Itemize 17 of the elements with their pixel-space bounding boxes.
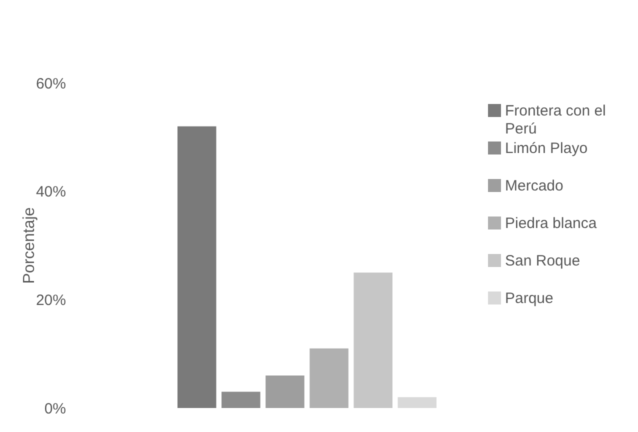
bar xyxy=(177,126,216,408)
bar xyxy=(398,397,437,408)
y-tick-label: 20% xyxy=(36,292,66,309)
bar xyxy=(354,272,392,408)
legend-label: Mercado xyxy=(505,177,564,194)
y-tick-label: 0% xyxy=(44,400,66,418)
bar xyxy=(266,376,304,408)
y-axis-title: Porcentaje xyxy=(21,207,38,284)
bar xyxy=(310,348,348,408)
legend-label: Frontera con el Perú xyxy=(505,102,606,138)
bar xyxy=(222,392,260,408)
y-tick-label: 60% xyxy=(36,75,66,92)
legend-label: San Roque xyxy=(505,252,580,270)
legend-label: Limón Playo xyxy=(505,140,588,157)
y-tick-label: 40% xyxy=(36,184,66,201)
legend-label: Piedra blanca xyxy=(505,214,598,232)
legend-label: Parque xyxy=(505,290,554,307)
